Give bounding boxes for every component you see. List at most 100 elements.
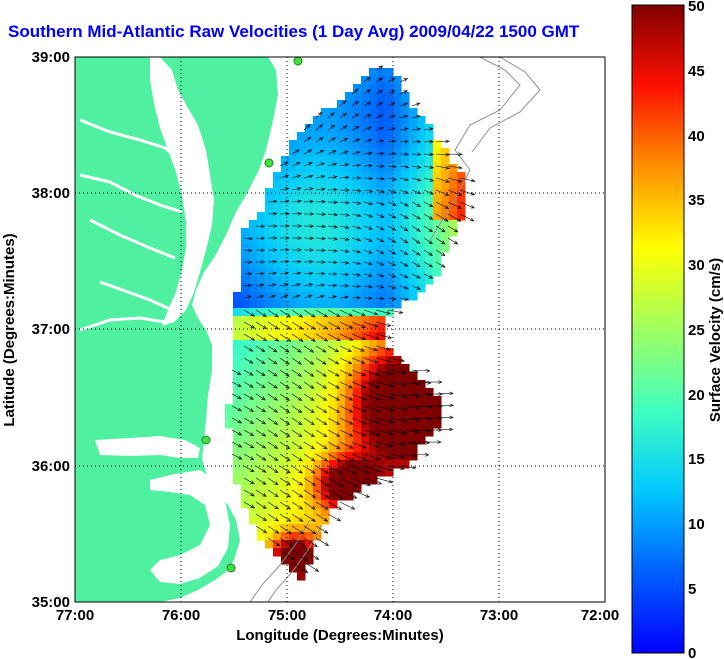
current-arrow [291, 271, 302, 276]
current-arrow [255, 381, 266, 389]
current-arrow [267, 525, 280, 534]
velocity-cell [361, 228, 370, 237]
velocity-cell [393, 452, 402, 461]
velocity-cell [369, 316, 378, 325]
velocity-cell [361, 84, 370, 93]
velocity-cell [289, 292, 298, 301]
velocity-cell [425, 132, 434, 141]
current-arrow [423, 249, 434, 256]
velocity-cell [385, 180, 394, 189]
velocity-cell [321, 332, 330, 341]
velocity-cell [305, 244, 314, 253]
current-arrow [363, 237, 373, 242]
velocity-cell [449, 220, 458, 229]
current-arrow [399, 78, 409, 83]
velocity-cell [241, 444, 250, 453]
velocity-cell [297, 356, 306, 365]
velocity-cell [313, 308, 322, 317]
velocity-cell [257, 476, 266, 485]
current-arrow [291, 549, 309, 562]
current-arrow [351, 477, 372, 486]
velocity-cell [241, 260, 250, 269]
current-arrow [423, 237, 434, 245]
velocity-cell [385, 284, 394, 293]
velocity-cell [249, 316, 258, 325]
velocity-cell [329, 484, 338, 493]
velocity-cell [401, 260, 410, 269]
velocity-cell [241, 300, 250, 309]
current-arrow [243, 441, 255, 449]
velocity-cell [433, 204, 442, 213]
velocity-cell [289, 244, 298, 253]
current-arrow [375, 273, 385, 278]
velocity-cell [401, 244, 410, 253]
velocity-cell [305, 260, 314, 269]
velocity-cell [337, 260, 346, 269]
velocity-cell [281, 204, 290, 213]
velocity-cell [385, 124, 394, 133]
velocity-cell [369, 428, 378, 437]
current-arrow [315, 111, 323, 119]
current-arrow [327, 162, 338, 167]
velocity-cell [241, 292, 250, 301]
velocity-cell [361, 308, 370, 317]
velocity-cell [361, 468, 370, 477]
velocity-cell [385, 76, 394, 85]
velocity-cell [297, 436, 306, 445]
velocity-cell [425, 172, 434, 181]
velocity-cell [393, 236, 402, 245]
current-arrow [243, 453, 255, 461]
velocity-cell [273, 484, 282, 493]
velocity-cell [393, 228, 402, 237]
velocity-cell [401, 212, 410, 221]
current-arrow [459, 213, 475, 222]
current-arrow [303, 441, 316, 450]
y-tick-label: 37:00 [32, 321, 70, 338]
velocity-cell [313, 492, 322, 501]
current-arrow [291, 441, 303, 450]
velocity-cell [249, 508, 258, 517]
velocity-cell [345, 188, 354, 197]
velocity-cell [257, 468, 266, 477]
velocity-cell [313, 164, 322, 173]
tributary [99, 280, 173, 312]
current-arrow [339, 188, 350, 192]
velocity-cell [289, 188, 298, 197]
current-arrow [375, 89, 384, 95]
velocity-cell [313, 188, 322, 197]
velocity-cell [281, 340, 290, 349]
velocity-cell [265, 260, 274, 269]
current-arrow [375, 369, 394, 376]
current-arrow [231, 441, 243, 448]
velocity-cell [265, 388, 274, 397]
velocity-cell [393, 156, 402, 165]
current-arrow [255, 405, 267, 413]
velocity-cell [265, 348, 274, 357]
velocity-cell [233, 372, 242, 381]
velocity-cell [417, 220, 426, 229]
velocity-cell [409, 276, 418, 285]
current-arrow [423, 127, 434, 131]
current-arrow [231, 369, 242, 376]
velocity-cell [241, 340, 250, 349]
velocity-cell [297, 228, 306, 237]
velocity-cell [345, 276, 354, 285]
current-arrow [327, 477, 345, 487]
velocity-cell [313, 324, 322, 333]
velocity-cell [305, 228, 314, 237]
current-arrow [339, 465, 357, 475]
velocity-cell [425, 228, 434, 237]
velocity-cell [393, 364, 402, 373]
velocity-cell [265, 324, 274, 333]
velocity-cell [313, 300, 322, 309]
velocity-field [225, 68, 466, 581]
velocity-cell [305, 300, 314, 309]
velocity-cell [257, 252, 266, 261]
velocity-cell [353, 316, 362, 325]
current-arrow [363, 189, 374, 193]
velocity-cell [345, 164, 354, 173]
velocity-cell [289, 372, 298, 381]
velocity-cell [425, 180, 434, 189]
velocity-cell [297, 260, 306, 269]
velocity-cell [393, 252, 402, 261]
